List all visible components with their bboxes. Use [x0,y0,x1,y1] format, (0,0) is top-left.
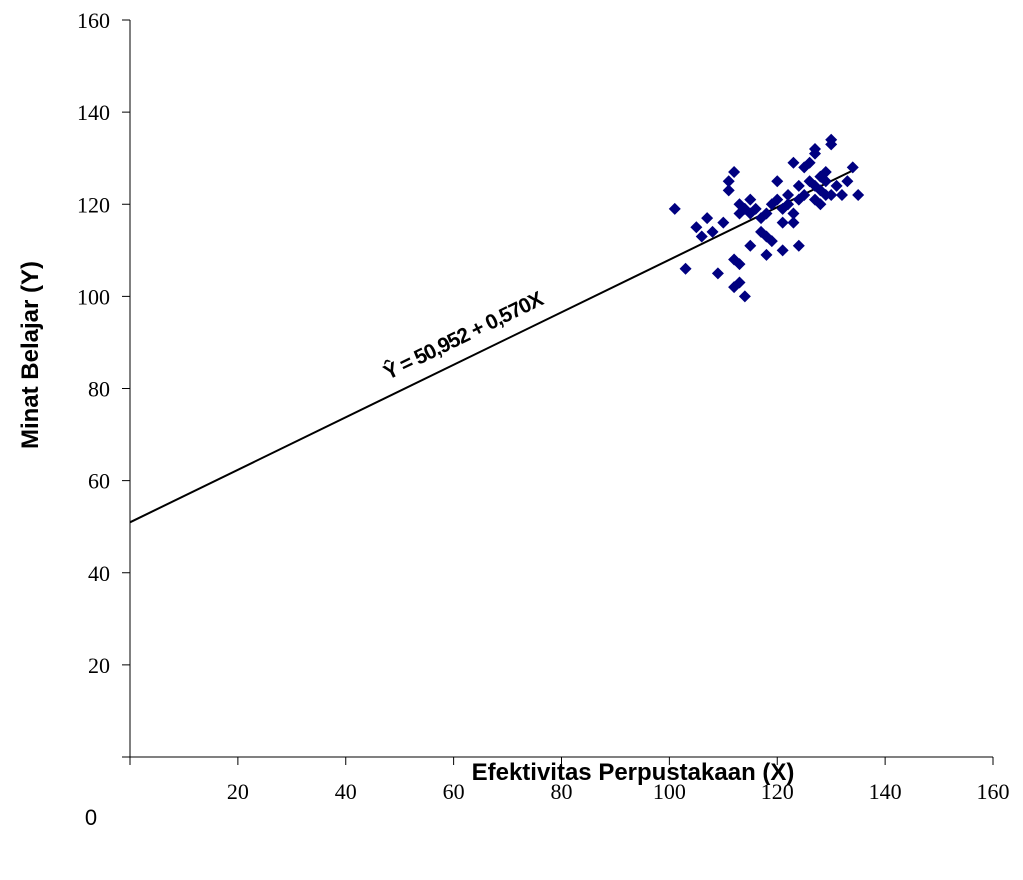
x-tick-labels: 20 40 60 80 100 120 140 160 [227,779,1010,804]
x-tick-label: 60 [443,779,465,804]
data-point [776,216,789,229]
data-point [717,216,730,229]
tick-marks [122,19,994,765]
x-axis-title: Efektivitas Perpustakaan (X) [472,759,795,786]
data-point [744,193,757,206]
data-point [819,175,832,188]
y-tick-label: 20 [88,653,110,678]
x-tick-label: 160 [977,779,1010,804]
data-point [771,193,784,206]
data-point [738,290,751,303]
x-tick-label: 20 [227,779,249,804]
regression-equation: Ŷ = 50,952 + 0,570X [380,286,547,384]
data-point [803,156,816,169]
data-point [722,184,735,197]
data-point [798,189,811,202]
data-point [679,262,692,275]
x-tick-label: 100 [653,779,686,804]
origin-label: 0 [85,805,97,830]
data-point [695,230,708,243]
data-point [809,142,822,155]
data-point [776,244,789,257]
x-tick-label: 140 [869,779,902,804]
data-point [765,235,778,248]
data-point [825,138,838,151]
data-point [760,248,773,261]
data-point [787,207,800,220]
data-point [771,175,784,188]
data-point [814,198,827,211]
data-point [835,189,848,202]
data-point [668,202,681,215]
data-point [760,207,773,220]
y-tick-label: 160 [77,8,110,33]
data-points [668,133,865,303]
data-point [787,216,800,229]
data-point [733,258,746,271]
data-point [733,276,746,289]
x-tick-label: 80 [551,779,573,804]
data-point [846,161,859,174]
y-tick-label: 40 [88,561,110,586]
data-point [792,239,805,252]
data-point [722,175,735,188]
data-point [744,239,757,252]
x-tick-label: 40 [335,779,357,804]
data-point [728,166,741,179]
data-point [711,267,724,280]
data-point [690,221,703,234]
data-point [701,212,714,225]
y-tick-label: 120 [77,192,110,217]
data-point [706,225,719,238]
data-point [792,179,805,192]
regression-line-group [129,169,854,524]
regression-line [129,169,854,524]
data-point [782,198,795,211]
data-point [841,175,854,188]
data-point [819,166,832,179]
x-tick-label: 120 [761,779,794,804]
y-axis-title: Minat Belajar (Y) [17,261,44,449]
data-point [749,202,762,215]
y-tick-label: 100 [77,284,110,309]
y-tick-label: 80 [88,377,110,402]
y-tick-label: 140 [77,100,110,125]
data-point [830,179,843,192]
data-point [852,189,865,202]
y-tick-labels: 20 40 60 80 100 120 140 160 [77,8,110,678]
data-point [825,189,838,202]
y-tick-label: 60 [88,469,110,494]
axes [129,20,993,758]
data-point [782,189,795,202]
data-point [787,156,800,169]
